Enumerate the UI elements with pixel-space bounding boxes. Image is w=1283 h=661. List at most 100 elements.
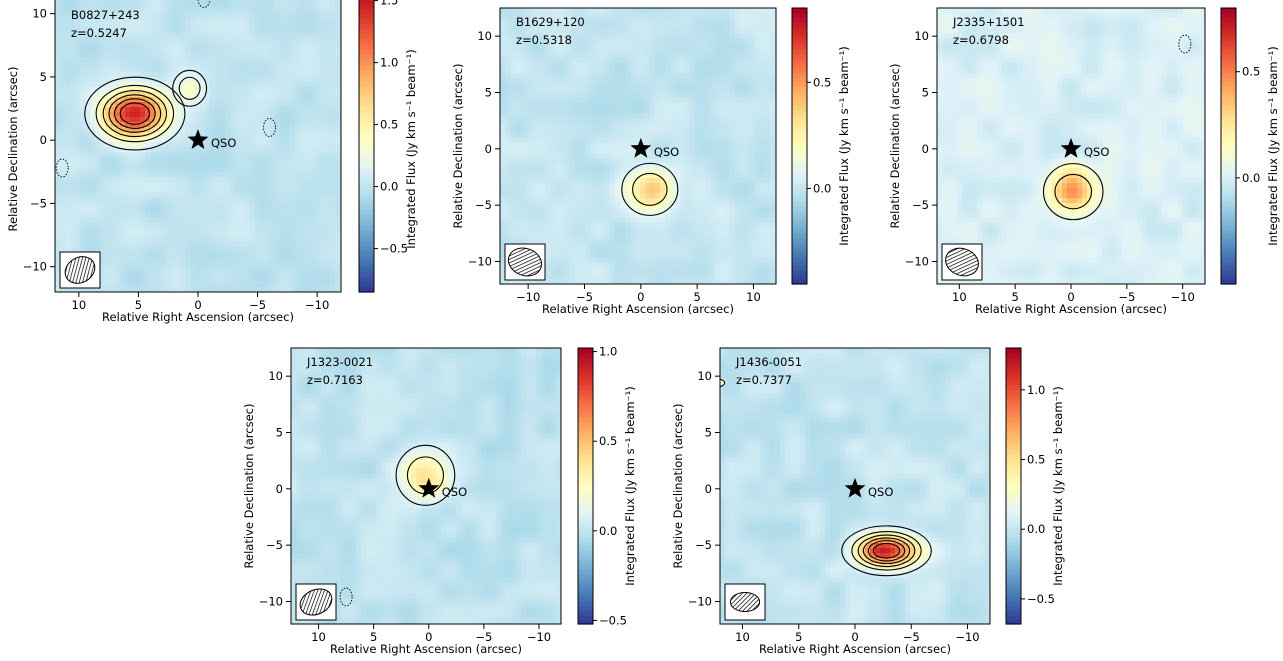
flux-pixel bbox=[120, 252, 126, 258]
flux-pixel bbox=[285, 67, 291, 73]
flux-pixel bbox=[190, 157, 196, 163]
flux-pixel bbox=[130, 137, 136, 143]
flux-pixel bbox=[330, 37, 336, 43]
colorbar-step bbox=[359, 75, 374, 81]
flux-pixel bbox=[335, 182, 341, 188]
flux-pixel bbox=[80, 62, 86, 68]
flux-pixel bbox=[530, 23, 536, 29]
flux-pixel bbox=[315, 282, 321, 288]
flux-pixel bbox=[575, 63, 581, 69]
flux-pixel bbox=[535, 93, 541, 99]
flux-pixel bbox=[220, 52, 226, 58]
flux-pixel bbox=[185, 122, 191, 128]
flux-pixel bbox=[290, 42, 296, 48]
flux-pixel bbox=[330, 12, 336, 18]
flux-pixel bbox=[190, 212, 196, 218]
flux-pixel bbox=[620, 63, 626, 69]
flux-pixel bbox=[250, 242, 256, 248]
flux-pixel bbox=[600, 108, 606, 114]
flux-pixel bbox=[315, 202, 321, 208]
flux-pixel bbox=[695, 88, 701, 94]
flux-pixel bbox=[330, 122, 336, 128]
flux-pixel bbox=[735, 78, 741, 84]
flux-pixel bbox=[145, 27, 151, 33]
flux-pixel bbox=[330, 107, 336, 113]
flux-pixel bbox=[160, 97, 166, 103]
flux-pixel bbox=[120, 92, 126, 98]
flux-pixel bbox=[190, 187, 196, 193]
flux-pixel bbox=[250, 117, 256, 123]
flux-pixel bbox=[315, 22, 321, 28]
flux-pixel bbox=[520, 78, 526, 84]
flux-pixel bbox=[120, 197, 126, 203]
flux-pixel bbox=[225, 247, 231, 253]
flux-pixel bbox=[90, 47, 96, 53]
flux-pixel bbox=[110, 227, 116, 233]
flux-pixel bbox=[270, 42, 276, 48]
flux-pixel bbox=[320, 242, 326, 248]
flux-pixel bbox=[530, 58, 536, 64]
flux-pixel bbox=[290, 142, 296, 148]
flux-pixel bbox=[135, 267, 141, 273]
flux-pixel bbox=[190, 0, 196, 3]
flux-pixel bbox=[115, 137, 121, 143]
flux-pixel bbox=[225, 157, 231, 163]
flux-pixel bbox=[110, 262, 116, 268]
flux-pixel bbox=[110, 97, 116, 103]
flux-pixel bbox=[650, 13, 656, 19]
flux-pixel bbox=[185, 257, 191, 263]
flux-pixel bbox=[305, 252, 311, 258]
flux-pixel bbox=[120, 257, 126, 263]
y-tick-label: −5 bbox=[30, 196, 47, 210]
flux-pixel bbox=[235, 87, 241, 93]
flux-pixel bbox=[745, 108, 751, 114]
flux-pixel bbox=[295, 262, 301, 268]
flux-pixel bbox=[145, 37, 151, 43]
flux-pixel bbox=[260, 122, 266, 128]
flux-pixel bbox=[250, 92, 256, 98]
flux-pixel bbox=[130, 62, 136, 68]
flux-pixel bbox=[150, 47, 156, 53]
flux-pixel bbox=[750, 33, 756, 39]
flux-pixel bbox=[315, 257, 321, 263]
flux-pixel bbox=[245, 67, 251, 73]
flux-pixel bbox=[330, 27, 336, 33]
flux-pixel bbox=[750, 103, 756, 109]
flux-pixel bbox=[110, 247, 116, 253]
flux-pixel bbox=[545, 108, 551, 114]
flux-pixel bbox=[515, 103, 521, 109]
flux-pixel bbox=[195, 22, 201, 28]
flux-pixel bbox=[155, 257, 161, 263]
flux-pixel bbox=[685, 68, 691, 74]
flux-pixel bbox=[295, 27, 301, 33]
flux-pixel bbox=[175, 152, 181, 158]
flux-pixel bbox=[180, 212, 186, 218]
flux-pixel bbox=[225, 102, 231, 108]
flux-pixel bbox=[70, 247, 76, 253]
flux-pixel bbox=[120, 27, 126, 33]
flux-pixel bbox=[270, 82, 276, 88]
flux-pixel bbox=[670, 28, 676, 34]
flux-pixel bbox=[255, 112, 261, 118]
flux-pixel bbox=[510, 78, 516, 84]
flux-pixel bbox=[255, 117, 261, 123]
flux-pixel bbox=[75, 77, 81, 83]
colorbar-tick-label: 0.5 bbox=[380, 118, 398, 132]
flux-pixel bbox=[330, 17, 336, 23]
flux-pixel bbox=[270, 212, 276, 218]
flux-pixel bbox=[60, 102, 66, 108]
flux-pixel bbox=[330, 227, 336, 233]
flux-pixel bbox=[235, 152, 241, 158]
flux-pixel bbox=[185, 102, 191, 108]
flux-pixel bbox=[585, 68, 591, 74]
flux-pixel bbox=[260, 222, 266, 228]
flux-pixel bbox=[555, 108, 561, 114]
flux-pixel bbox=[175, 12, 181, 18]
flux-pixel bbox=[180, 52, 186, 58]
flux-pixel bbox=[180, 172, 186, 178]
flux-pixel bbox=[615, 28, 621, 34]
flux-pixel bbox=[725, 63, 731, 69]
flux-pixel bbox=[115, 237, 121, 243]
flux-pixel bbox=[165, 97, 171, 103]
flux-pixel bbox=[215, 57, 221, 63]
